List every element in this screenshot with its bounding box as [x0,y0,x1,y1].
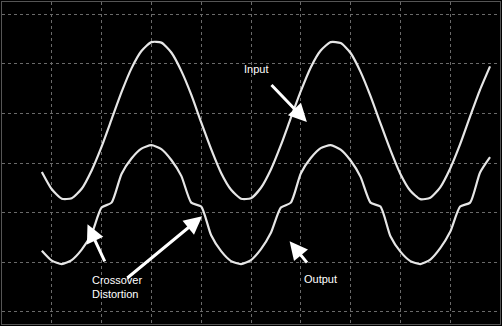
svg-text:Input: Input [244,63,268,75]
svg-text:Output: Output [304,273,337,285]
svg-text:CrossoverDistortion: CrossoverDistortion [92,274,142,300]
